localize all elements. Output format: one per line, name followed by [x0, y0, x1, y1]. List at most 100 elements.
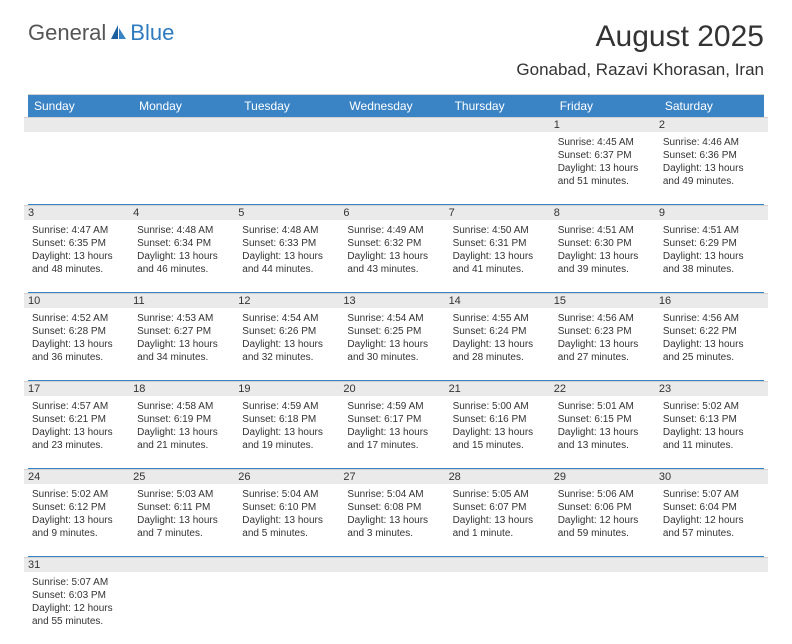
daylight-text-2: and 17 minutes. — [347, 439, 444, 452]
daylight-text-2: and 13 minutes. — [558, 439, 655, 452]
day-cell: Sunrise: 5:03 AMSunset: 6:11 PMDaylight:… — [133, 486, 238, 556]
sunset-text: Sunset: 6:15 PM — [558, 413, 655, 426]
day-number: 10 — [24, 293, 137, 308]
sunrise-text: Sunrise: 5:03 AM — [137, 488, 234, 501]
day-cell — [133, 134, 238, 204]
sunset-text: Sunset: 6:33 PM — [242, 237, 339, 250]
sunrise-text: Sunrise: 4:52 AM — [32, 312, 129, 325]
day-number: 22 — [550, 381, 663, 396]
day-number: 21 — [445, 381, 558, 396]
daylight-text-2: and 15 minutes. — [453, 439, 550, 452]
day-number — [550, 557, 663, 572]
day-cell — [28, 134, 133, 204]
sunrise-text: Sunrise: 4:55 AM — [453, 312, 550, 325]
day-cell: Sunrise: 5:02 AMSunset: 6:13 PMDaylight:… — [659, 398, 764, 468]
day-header-cell: Monday — [133, 95, 238, 117]
sunset-text: Sunset: 6:25 PM — [347, 325, 444, 338]
daylight-text-2: and 51 minutes. — [558, 175, 655, 188]
daylight-text-1: Daylight: 13 hours — [347, 514, 444, 527]
week-row: Sunrise: 5:07 AMSunset: 6:03 PMDaylight:… — [28, 574, 764, 644]
daylight-text-1: Daylight: 13 hours — [137, 426, 234, 439]
day-number: 17 — [24, 381, 137, 396]
day-cell: Sunrise: 4:59 AMSunset: 6:17 PMDaylight:… — [343, 398, 448, 468]
sunrise-text: Sunrise: 4:45 AM — [558, 136, 655, 149]
sunrise-text: Sunrise: 4:59 AM — [347, 400, 444, 413]
sunrise-text: Sunrise: 4:59 AM — [242, 400, 339, 413]
day-cell: Sunrise: 4:52 AMSunset: 6:28 PMDaylight:… — [28, 310, 133, 380]
day-cell: Sunrise: 4:59 AMSunset: 6:18 PMDaylight:… — [238, 398, 343, 468]
daynum-row: 24252627282930 — [28, 469, 764, 486]
week-row: Sunrise: 4:52 AMSunset: 6:28 PMDaylight:… — [28, 310, 764, 380]
sunset-text: Sunset: 6:16 PM — [453, 413, 550, 426]
day-header-cell: Tuesday — [238, 95, 343, 117]
sunset-text: Sunset: 6:29 PM — [663, 237, 760, 250]
daylight-text-1: Daylight: 13 hours — [453, 338, 550, 351]
day-number: 20 — [339, 381, 452, 396]
daylight-text-2: and 44 minutes. — [242, 263, 339, 276]
sunrise-text: Sunrise: 4:57 AM — [32, 400, 129, 413]
day-cell: Sunrise: 5:07 AMSunset: 6:03 PMDaylight:… — [28, 574, 133, 644]
day-number: 13 — [339, 293, 452, 308]
sunset-text: Sunset: 6:36 PM — [663, 149, 760, 162]
day-number: 2 — [655, 117, 768, 132]
daylight-text-2: and 3 minutes. — [347, 527, 444, 540]
day-cell: Sunrise: 4:58 AMSunset: 6:19 PMDaylight:… — [133, 398, 238, 468]
day-header-cell: Sunday — [28, 95, 133, 117]
day-cell: Sunrise: 4:56 AMSunset: 6:22 PMDaylight:… — [659, 310, 764, 380]
daylight-text-1: Daylight: 13 hours — [453, 426, 550, 439]
sunset-text: Sunset: 6:35 PM — [32, 237, 129, 250]
daylight-text-2: and 11 minutes. — [663, 439, 760, 452]
sunset-text: Sunset: 6:13 PM — [663, 413, 760, 426]
day-number: 12 — [234, 293, 347, 308]
daylight-text-1: Daylight: 13 hours — [32, 250, 129, 263]
day-number: 8 — [550, 205, 663, 220]
day-number — [445, 557, 558, 572]
sunset-text: Sunset: 6:32 PM — [347, 237, 444, 250]
day-number: 3 — [24, 205, 137, 220]
daylight-text-2: and 21 minutes. — [137, 439, 234, 452]
day-number — [129, 557, 242, 572]
sunrise-text: Sunrise: 4:47 AM — [32, 224, 129, 237]
daylight-text-1: Daylight: 13 hours — [663, 338, 760, 351]
sunrise-text: Sunrise: 5:02 AM — [663, 400, 760, 413]
title-block: August 2025 Gonabad, Razavi Khorasan, Ir… — [516, 20, 764, 80]
day-header-cell: Friday — [554, 95, 659, 117]
sunrise-text: Sunrise: 5:01 AM — [558, 400, 655, 413]
daylight-text-2: and 5 minutes. — [242, 527, 339, 540]
sunrise-text: Sunrise: 4:48 AM — [242, 224, 339, 237]
sunrise-text: Sunrise: 4:50 AM — [453, 224, 550, 237]
sunrise-text: Sunrise: 4:58 AM — [137, 400, 234, 413]
sunrise-text: Sunrise: 5:00 AM — [453, 400, 550, 413]
day-number: 18 — [129, 381, 242, 396]
daylight-text-1: Daylight: 13 hours — [242, 250, 339, 263]
day-number: 5 — [234, 205, 347, 220]
sunrise-text: Sunrise: 4:56 AM — [663, 312, 760, 325]
daylight-text-2: and 49 minutes. — [663, 175, 760, 188]
daylight-text-1: Daylight: 13 hours — [242, 338, 339, 351]
sunrise-text: Sunrise: 5:05 AM — [453, 488, 550, 501]
daylight-text-1: Daylight: 13 hours — [663, 426, 760, 439]
daylight-text-2: and 55 minutes. — [32, 615, 129, 628]
sunset-text: Sunset: 6:31 PM — [453, 237, 550, 250]
day-number: 24 — [24, 469, 137, 484]
sail-icon — [110, 24, 128, 40]
day-header-cell: Saturday — [659, 95, 764, 117]
day-number: 26 — [234, 469, 347, 484]
daynum-row: 17181920212223 — [28, 381, 764, 398]
week-row: Sunrise: 4:47 AMSunset: 6:35 PMDaylight:… — [28, 222, 764, 292]
header: General Blue August 2025 Gonabad, Razavi… — [0, 0, 792, 86]
day-number: 7 — [445, 205, 558, 220]
day-cell: Sunrise: 4:49 AMSunset: 6:32 PMDaylight:… — [343, 222, 448, 292]
day-cell: Sunrise: 4:48 AMSunset: 6:33 PMDaylight:… — [238, 222, 343, 292]
sunset-text: Sunset: 6:11 PM — [137, 501, 234, 514]
day-cell: Sunrise: 4:48 AMSunset: 6:34 PMDaylight:… — [133, 222, 238, 292]
daylight-text-2: and 25 minutes. — [663, 351, 760, 364]
sunset-text: Sunset: 6:10 PM — [242, 501, 339, 514]
day-cell — [343, 574, 448, 644]
day-cell: Sunrise: 4:51 AMSunset: 6:29 PMDaylight:… — [659, 222, 764, 292]
day-number: 28 — [445, 469, 558, 484]
sunrise-text: Sunrise: 5:04 AM — [242, 488, 339, 501]
day-number: 25 — [129, 469, 242, 484]
week-row: Sunrise: 4:45 AMSunset: 6:37 PMDaylight:… — [28, 134, 764, 204]
day-number: 14 — [445, 293, 558, 308]
